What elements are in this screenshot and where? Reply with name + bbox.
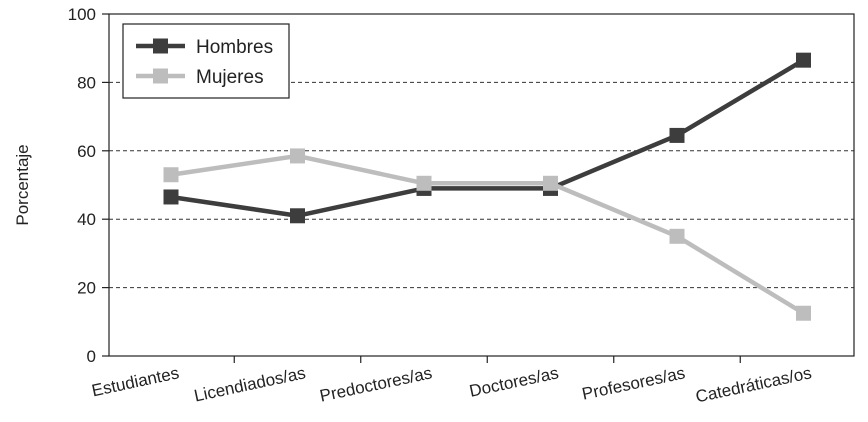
data-point [416,175,432,191]
data-point [290,208,305,224]
y-axis-title: Porcentaje [13,144,32,225]
x-tick-label: Profesores/as [580,363,687,403]
data-point [669,228,685,244]
legend-label: Mujeres [196,67,264,88]
data-point [796,305,811,321]
data-point [796,52,811,68]
x-tick-label: Catedráticas/os [694,363,813,406]
x-tick-label: Doctores/as [468,363,561,400]
legend-label: Hombres [196,37,273,58]
legend-box [122,23,290,99]
plot-frame [108,13,855,357]
y-tick-label: 0 [87,347,96,366]
series-mujeres [163,148,811,321]
x-axis-ticks: Estudiantes Licendiados/as Predoctores/as D… [90,356,813,406]
series [163,52,811,321]
x-tick-label: Licendiados/as [192,363,307,405]
data-point [163,167,179,183]
legend-item-mujeres: Mujeres [136,67,264,88]
series-line [170,153,805,316]
data-point [543,175,558,191]
legend-item-hombres: Hombres [136,37,273,58]
gridlines [109,81,854,289]
series-line [170,58,805,219]
y-tick-label: 20 [77,279,96,298]
y-tick-label: 100 [68,5,96,24]
legend-swatch-marker [153,38,168,54]
y-tick-label: 40 [77,210,96,229]
x-tick-label: Predoctores/as [318,363,434,405]
data-point [163,189,179,205]
data-point [669,127,685,143]
y-tick-label: 60 [77,142,96,161]
y-axis-ticks: 0 20 40 60 80 100 [68,5,109,366]
legend-swatch-marker [153,68,168,84]
data-point [290,148,305,164]
x-tick-label: Estudiantes [90,363,181,400]
y-tick-label: 80 [77,73,96,92]
legend: Hombres Mujeres [122,23,290,99]
